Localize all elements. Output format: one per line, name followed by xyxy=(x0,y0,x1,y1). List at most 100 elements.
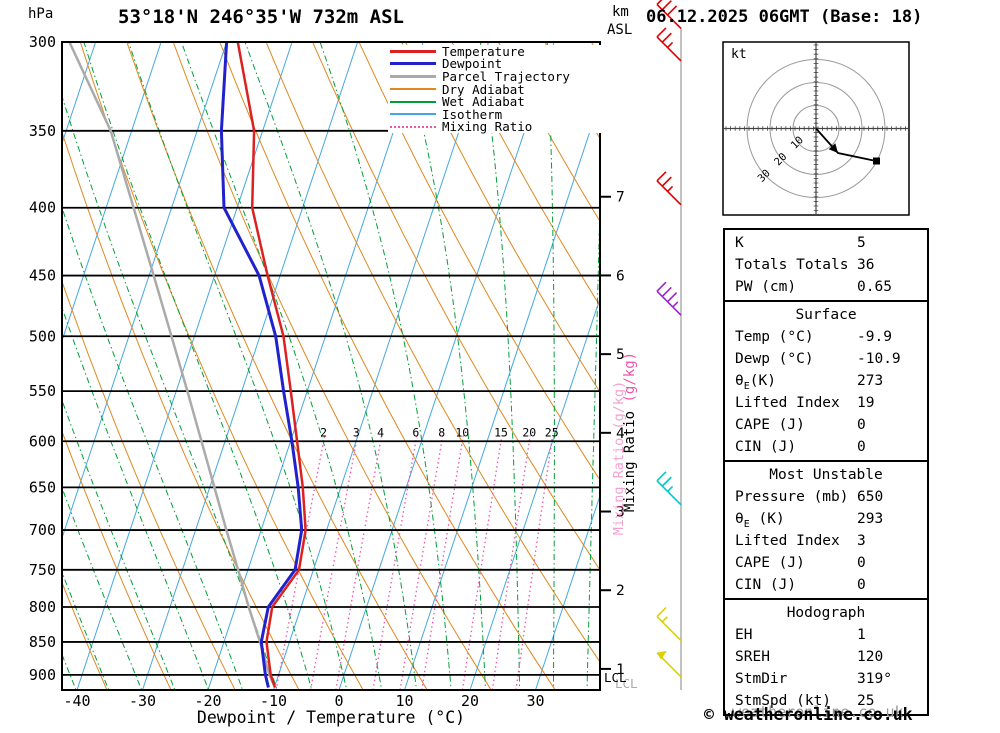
svg-text:25: 25 xyxy=(545,425,559,439)
svg-text:800: 800 xyxy=(29,598,56,616)
chart-border xyxy=(61,41,601,691)
table-row-value: 0 xyxy=(857,439,866,455)
table-row-value: 1 xyxy=(857,627,866,643)
legend-line-sample xyxy=(390,62,436,66)
legend-label: Mixing Ratio xyxy=(442,119,533,135)
svg-text:6: 6 xyxy=(412,425,419,439)
legend-item: Isotherm xyxy=(388,107,602,122)
pressure-lines xyxy=(62,41,600,676)
table-section: Surface Temp (°C) -9.9 Dewp (°C) -10.9 θE(K) 2… xyxy=(723,300,929,462)
table-section: Most Unstable Pressure (mb) 650 θE (K) 293 Li… xyxy=(723,460,929,600)
table-row-label: Lifted Index xyxy=(735,533,840,549)
km-axis: 1 2 3 4 5 6 7 xyxy=(600,190,625,678)
svg-text:-20: -20 xyxy=(194,692,221,710)
table-row-label: Lifted Index xyxy=(735,395,840,411)
table-row-label: CAPE (J) xyxy=(735,417,805,433)
mixing-ratio-axis-label: Mixing Ratio (g/kg) xyxy=(622,352,638,512)
table-row-label: CIN (J) xyxy=(735,577,797,593)
table-section-title: Hodograph xyxy=(786,605,866,621)
legend-item: Parcel Trajectory xyxy=(388,69,602,84)
indices-table: K 5 Totals Totals 36 PW (cm) 0.65 Surface Temp … xyxy=(723,228,929,716)
legend-item: Dewpoint xyxy=(388,56,602,71)
legend-line-sample xyxy=(390,113,436,116)
table-row: CAPE (J) 0 xyxy=(725,552,927,574)
table-row-value: -9.9 xyxy=(857,329,892,345)
svg-text:650: 650 xyxy=(29,478,56,496)
legend-label: Wet Adiabat xyxy=(442,94,525,110)
svg-text:750: 750 xyxy=(29,561,56,579)
mixing-ratio-labels: 2 3 4 6 8 10 15 20 25 xyxy=(320,425,558,439)
table-section-title: Surface xyxy=(795,307,857,323)
legend-line-sample xyxy=(390,100,436,103)
svg-text:700: 700 xyxy=(29,521,56,539)
dewpoint-curve xyxy=(219,42,304,688)
dry-adiabats xyxy=(62,42,600,690)
table-row-label: Temp (°C) xyxy=(735,329,814,345)
svg-text:4: 4 xyxy=(616,426,625,442)
svg-text:3: 3 xyxy=(353,425,360,439)
table-row: Temp (°C) -9.9 xyxy=(725,326,927,348)
legend-line-sample xyxy=(390,49,436,53)
table-row-value: 0.65 xyxy=(857,279,892,295)
table-row-label: K xyxy=(735,235,744,251)
copyright-label: © weatheronline.co.uk xyxy=(704,705,913,724)
lcl-marker-shadow: LCL xyxy=(615,676,638,691)
table-section-title: Most Unstable xyxy=(769,467,883,483)
svg-text:2: 2 xyxy=(320,425,327,439)
svg-text:-10: -10 xyxy=(260,692,287,710)
table-section: K 5 Totals Totals 36 PW (cm) 0.65 xyxy=(723,228,929,302)
svg-text:350: 350 xyxy=(29,122,56,140)
table-row-label: SREH xyxy=(735,649,770,665)
table-row-label: CIN (J) xyxy=(735,439,797,455)
table-row: Dewp (°C) -10.9 xyxy=(725,348,927,370)
svg-text:-30: -30 xyxy=(129,692,156,710)
temperature-curve xyxy=(236,42,307,688)
legend-label: Dry Adiabat xyxy=(442,81,525,97)
table-row-value: -10.9 xyxy=(857,351,901,367)
legend-item: Dry Adiabat xyxy=(388,81,602,97)
table-row-value: 273 xyxy=(857,373,884,389)
table-row-value: 650 xyxy=(857,489,884,505)
storm-vector-arrowhead xyxy=(828,143,838,153)
pressure-axis-labels: 300 350 400 450 500 550 600 650 700 750 800 850 900 xyxy=(29,33,56,684)
table-row-label: EH xyxy=(735,627,753,643)
table-row: θE (K) 293 xyxy=(725,508,927,530)
svg-text:400: 400 xyxy=(29,199,56,217)
svg-text:3: 3 xyxy=(616,505,625,521)
pressure-axis-unit: hPa xyxy=(28,6,54,22)
isotherms xyxy=(62,42,600,690)
svg-text:20: 20 xyxy=(461,692,479,710)
chart-legend: Temperature Dewpoint Parcel Trajectory Dry … xyxy=(388,43,602,135)
table-row-label: Totals Totals xyxy=(735,257,849,273)
table-row: Pressure (mb) 650 xyxy=(725,486,927,508)
svg-text:4: 4 xyxy=(377,425,384,439)
table-row-value: 3 xyxy=(857,533,866,549)
legend-label: Temperature xyxy=(442,43,525,59)
svg-text:10: 10 xyxy=(395,692,413,710)
mixing-ratio-axis-label-text: Mixing Ratio xyxy=(622,402,638,513)
table-row: CIN (J) 0 xyxy=(725,574,927,596)
svg-text:10: 10 xyxy=(455,425,469,439)
table-row-value: 120 xyxy=(857,649,884,665)
svg-text:600: 600 xyxy=(29,432,56,450)
svg-text:15: 15 xyxy=(494,425,508,439)
table-row: PW (cm) 0.65 xyxy=(725,276,927,298)
legend-item: Mixing Ratio xyxy=(388,119,602,135)
temperature-axis-labels: -40 -30 -20 -10 0 10 20 30 xyxy=(63,692,544,710)
table-row: Lifted Index 3 xyxy=(725,530,927,552)
legend-item: Temperature xyxy=(388,43,602,59)
svg-text:500: 500 xyxy=(29,327,56,345)
svg-text:850: 850 xyxy=(29,633,56,651)
table-row-label: PW (cm) xyxy=(735,279,797,295)
svg-text:2: 2 xyxy=(616,583,625,599)
table-row: StmSpd (kt) 25 xyxy=(725,690,927,712)
table-row-value: 19 xyxy=(857,395,875,411)
wet-adiabats xyxy=(62,42,600,690)
wind-barbs xyxy=(656,0,682,690)
svg-text:450: 450 xyxy=(29,267,56,285)
legend-line-sample xyxy=(390,74,436,78)
svg-text:5: 5 xyxy=(616,347,625,363)
